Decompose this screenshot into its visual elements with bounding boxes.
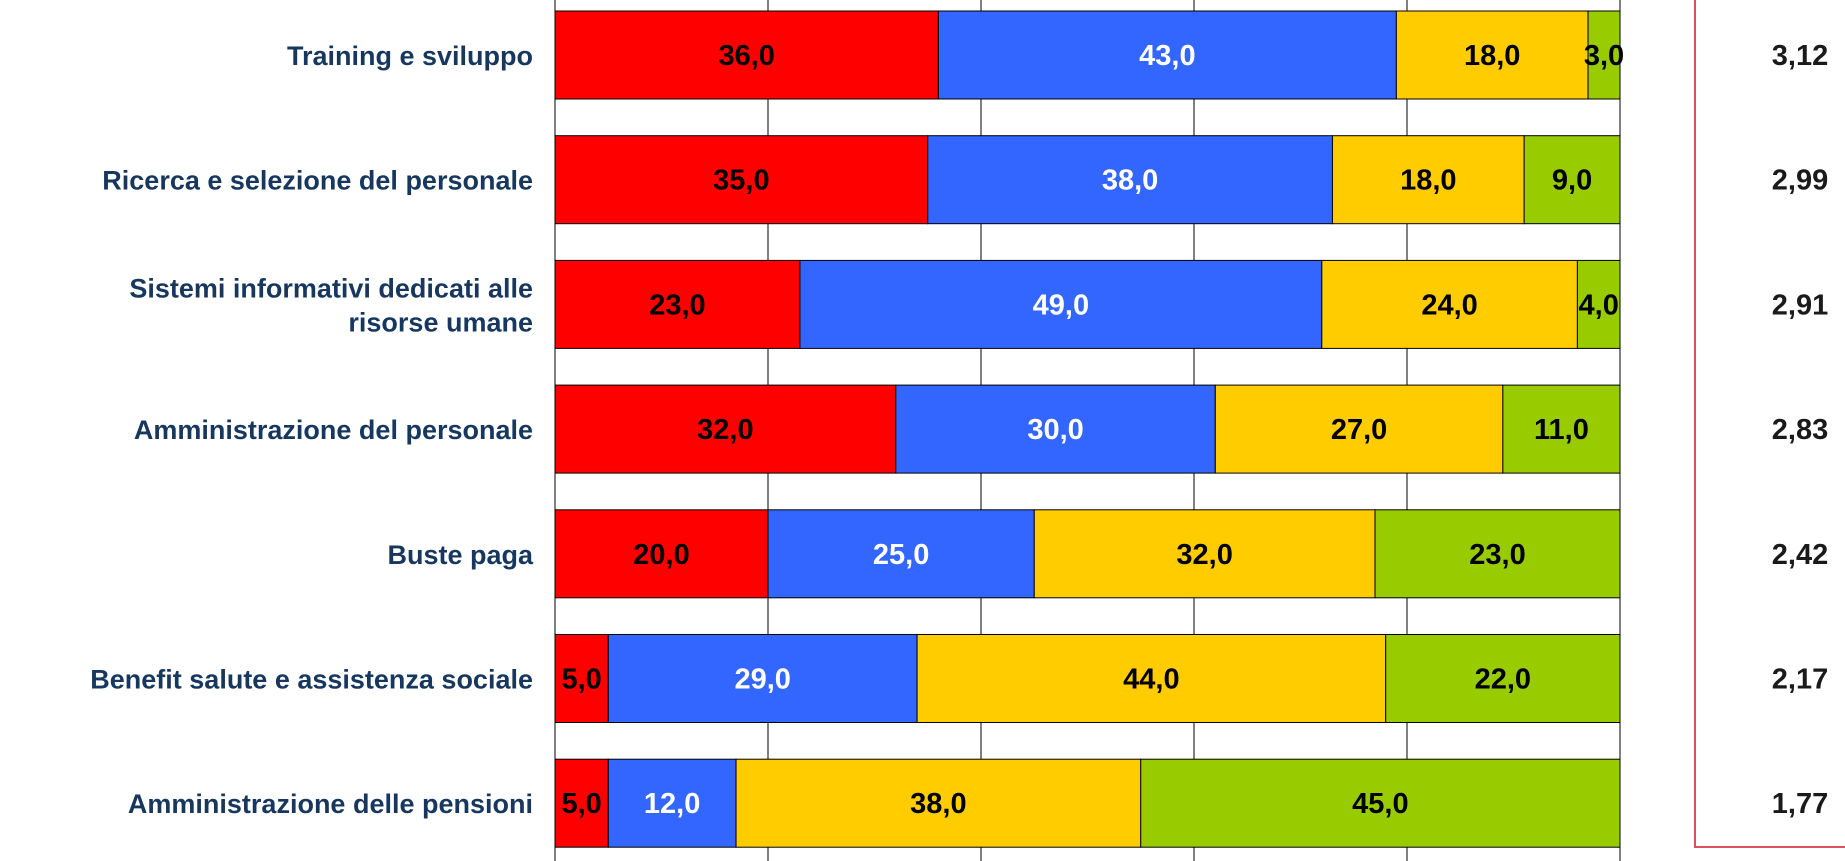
data-label-6-2: 38,0	[910, 788, 966, 820]
data-label-4-1: 25,0	[873, 539, 929, 571]
data-label-4-2: 32,0	[1176, 539, 1232, 571]
bar-segment-0-2	[1395, 10, 1589, 100]
category-label-2-0: Sistemi informativi dedicati alle	[129, 273, 533, 303]
category-label-6-0: Amministrazione delle pensioni	[128, 789, 533, 819]
data-label-6-1: 12,0	[644, 788, 700, 820]
bar-segment-5-2	[916, 634, 1387, 723]
data-label-2-0: 23,0	[649, 289, 705, 321]
score-value-3: 2,83	[1772, 414, 1828, 446]
data-label-1-1: 38,0	[1102, 165, 1158, 197]
score-value-2: 2,91	[1772, 289, 1828, 321]
category-label-2-1: risorse umane	[348, 307, 533, 337]
data-label-3-0: 32,0	[697, 414, 753, 446]
data-label-1-3: 9,0	[1552, 165, 1592, 197]
data-label-4-3: 23,0	[1469, 539, 1525, 571]
bar-segments	[554, 10, 1621, 848]
category-label-5-0: Benefit salute e assistenza sociale	[90, 665, 533, 695]
bar-segment-5-0	[554, 634, 609, 723]
score-value-5: 2,17	[1772, 664, 1828, 696]
bar-segment-2-3	[1576, 259, 1621, 349]
bar-segment-3-1	[895, 384, 1216, 474]
data-label-3-2: 27,0	[1331, 414, 1387, 446]
bar-segment-1-3	[1523, 135, 1621, 225]
bar-segment-3-0	[554, 384, 897, 474]
data-label-6-0: 5,0	[561, 788, 601, 820]
bar-segment-4-1	[767, 509, 1035, 599]
data-label-5-3: 22,0	[1475, 664, 1531, 696]
data-label-0-3: 3,0	[1584, 40, 1624, 72]
score-value-0: 3,12	[1772, 40, 1828, 72]
data-label-1-0: 35,0	[713, 165, 769, 197]
bar-segment-6-3	[1140, 758, 1621, 848]
category-labels: Training e sviluppo Ricerca e selezione d…	[90, 41, 534, 819]
bar-segment-1-1	[927, 135, 1333, 225]
score-value-6: 1,77	[1772, 788, 1828, 820]
data-label-2-2: 24,0	[1421, 289, 1477, 321]
category-label-3-0: Amministrazione del personale	[134, 415, 533, 445]
data-label-2-1: 49,0	[1033, 289, 1089, 321]
bar-segment-0-3	[1587, 10, 1621, 100]
data-label-0-0: 36,0	[718, 40, 774, 72]
bar-segment-0-0	[554, 10, 939, 100]
bar-segment-2-1	[799, 259, 1323, 349]
category-label-4-0: Buste paga	[387, 540, 534, 570]
data-label-3-3: 11,0	[1534, 414, 1589, 446]
bar-segment-5-3	[1385, 634, 1621, 723]
data-label-0-1: 43,0	[1139, 40, 1195, 72]
data-label-1-2: 18,0	[1400, 165, 1456, 197]
data-label-3-1: 30,0	[1027, 414, 1083, 446]
bar-segment-2-2	[1321, 259, 1578, 349]
bar-segment-3-3	[1502, 384, 1621, 474]
bar-segment-6-1	[607, 758, 737, 848]
data-label-4-0: 20,0	[633, 539, 689, 571]
data-label-5-0: 5,0	[561, 664, 601, 696]
bar-segment-1-0	[554, 135, 929, 225]
bar-segment-4-0	[554, 509, 769, 599]
data-label-0-2: 18,0	[1464, 40, 1520, 72]
score-labels: 3,12 2,99 2,91 2,83 2,42 2,17 1,77	[1772, 40, 1828, 820]
bar-segment-1-2	[1331, 135, 1525, 225]
data-label-5-2: 44,0	[1123, 664, 1179, 696]
bar-segment-6-2	[735, 758, 1142, 848]
bar-segment-2-0	[554, 259, 801, 349]
category-label-0-0: Training e sviluppo	[287, 41, 533, 71]
data-label-5-1: 29,0	[734, 664, 790, 696]
bar-segment-4-3	[1374, 509, 1621, 599]
data-label-6-3: 45,0	[1352, 788, 1408, 820]
category-label-1-0: Ricerca e selezione del personale	[102, 166, 533, 196]
score-box	[1694, 0, 1845, 848]
score-value-1: 2,99	[1772, 165, 1828, 197]
data-labels: 36,0 43,0 18,0 3,0 35,0 38,0 18,0 9,0 23,0 49,0 24…	[561, 40, 1624, 820]
data-label-2-3: 4,0	[1579, 289, 1619, 321]
score-value-4: 2,42	[1772, 539, 1828, 571]
